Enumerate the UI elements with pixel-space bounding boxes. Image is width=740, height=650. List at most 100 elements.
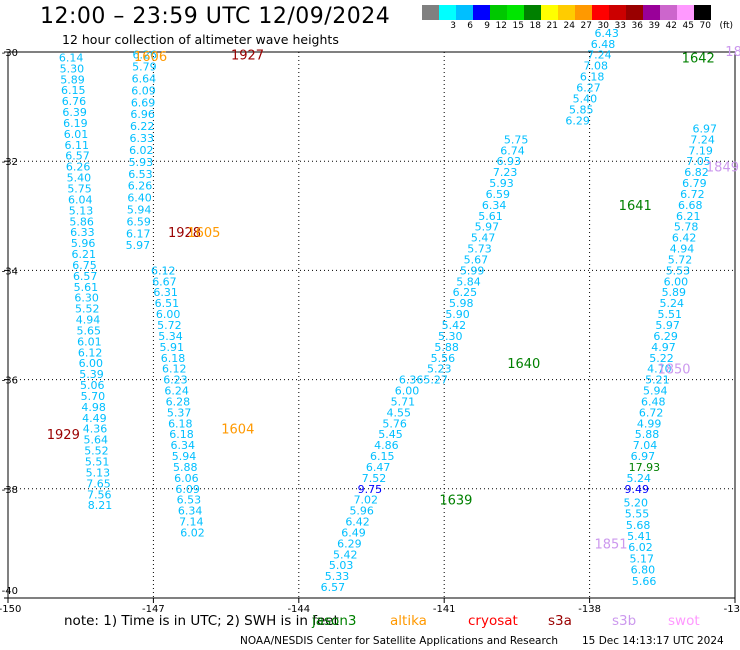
wave-height-label: 7.56 [87,488,112,501]
wave-height-label: 5.94 [643,385,668,398]
wave-height-label: 6.79 [682,177,707,190]
wave-height-label: 5.67 [464,253,489,266]
pass-label: 1639 [439,494,472,509]
pass-label: 1640 [507,357,540,372]
wave-height-label: 6.01 [64,128,89,141]
legend-item-cryosat: cryosat [468,613,518,629]
wave-height-label: 6.49 [341,526,366,539]
wave-height-label: 6.76 [62,95,87,108]
wave-height-label: 4.98 [81,401,106,414]
colorbar-label: 15 [512,21,524,31]
wave-height-label: 5.55 [625,508,650,521]
wave-height-label: 5.97 [126,239,151,252]
wave-height-label: 7.19 [688,144,713,157]
colorbar-label: 27 [580,21,592,31]
wave-height-label: 6.74 [500,144,525,157]
wave-height-label: 6.26 [128,180,153,193]
wave-height-label: 5.90 [445,308,470,321]
wave-height-label: 6.68 [678,199,703,212]
wave-height-label: 6.42 [672,232,697,245]
y-tick-label: -38 [2,485,18,496]
wave-height-label: 5.85 [569,103,594,116]
wave-height-label: 4.36 [83,423,108,436]
wave-height-label: 6.22 [130,120,155,133]
wave-height-label: 6.17 [126,227,150,240]
wave-height-label: 5.84 [456,275,481,288]
colorbar-label: 70 [699,21,711,31]
wave-height-label: 5.61 [74,281,99,294]
wave-height-label: 6.53 [177,494,202,507]
colorbar-label: 18 [529,21,541,31]
wave-height-label: 5.75 [504,133,528,146]
wave-height-label: 6.00 [395,385,420,398]
wave-height-label: 5.52 [84,445,109,458]
wave-height-label: 7.24 [690,133,715,146]
pass-label: 1604 [221,423,254,438]
wave-height-label: 6.39 [62,106,87,119]
wave-height-label: 5.97 [655,319,680,332]
wave-height-label: 6.14 [59,51,84,64]
wave-height-label: 6.57 [321,581,346,594]
wave-height-label: 6.82 [684,166,709,179]
wave-height-label: 5.94 [127,203,152,216]
wave-height-label: 5.24 [627,472,652,485]
wave-height-label: 4.86 [374,439,399,452]
y-tick-label: -36 [2,376,18,387]
wave-height-label: 6.23 [163,374,188,387]
wave-height-label: 5.93 [489,177,514,190]
colorbar-swatch [422,5,439,20]
wave-height-label: 5.72 [668,253,693,266]
wave-height-label: 5.33 [325,570,350,583]
wave-height-label: 4.99 [637,417,662,430]
wave-height-label: 5.06 [80,379,105,392]
colorbar-label: 3 [450,21,456,31]
colorbar-label: 9 [484,21,490,31]
x-tick-label: -141 [433,604,456,615]
wave-height-label: 5.37 [167,406,192,419]
wave-height-label: 6.00 [664,275,689,288]
wave-height-label: 6.40 [127,192,152,205]
wave-height-label: 6.01 [77,335,102,348]
wave-height-label: 5.75 [67,183,92,196]
pass-label: 1641 [619,199,652,214]
wave-height-label: 6.11 [65,139,90,152]
wave-height-label: 4.94 [670,243,695,256]
wave-height-label: 6.06 [174,472,199,485]
wave-height-label: 5.45 [378,428,403,441]
wave-height-label: 6.33 [70,226,95,239]
colorbar-label: 21 [546,21,558,31]
wave-height-label: 6.29 [653,330,678,343]
wave-height-label: 6.00 [79,357,104,370]
wave-height-label: 6.75 [72,259,97,272]
wave-height-label: 5.41 [627,530,652,543]
colorbar-swatch [456,5,473,20]
wave-height-label: 7.14 [179,516,204,529]
wave-height-label: 8.21 [88,499,113,512]
chart-subtitle: 12 hour collection of altimeter wave hei… [62,32,339,47]
x-tick-label: -150 [0,604,21,615]
wave-height-label: 6.47 [366,461,391,474]
wave-height-label: 5.91 [160,341,185,354]
colorbar-label: 36 [631,21,643,31]
pass-label: 1851 [594,537,627,552]
wave-height-label: 5.47 [471,232,496,245]
wave-height-label: 6.57 [65,150,90,163]
wave-height-label: 6.27 [576,81,601,94]
wave-height-label: 6.21 [676,210,701,223]
colorbar-swatch [524,5,541,20]
wave-height-label: 6.18 [169,428,194,441]
wave-height-label: 7.23 [493,166,518,179]
pass-label: 1606 [134,50,167,65]
wave-height-label: 5.27 [423,374,448,387]
x-tick-label: -147 [142,604,165,615]
wave-height-label: 6.53 [128,168,153,181]
colorbar-swatch [575,5,592,20]
colorbar-swatch [609,5,626,20]
wave-height-label: 9.75 [358,483,383,496]
wave-height-label: 5.88 [173,461,198,474]
wave-height-label: 6.19 [63,117,87,130]
wave-height-label: 6.59 [486,188,511,201]
wave-height-label: 5.97 [475,221,500,234]
pass-label: 1927 [231,49,264,64]
colorbar-swatch [473,5,490,20]
